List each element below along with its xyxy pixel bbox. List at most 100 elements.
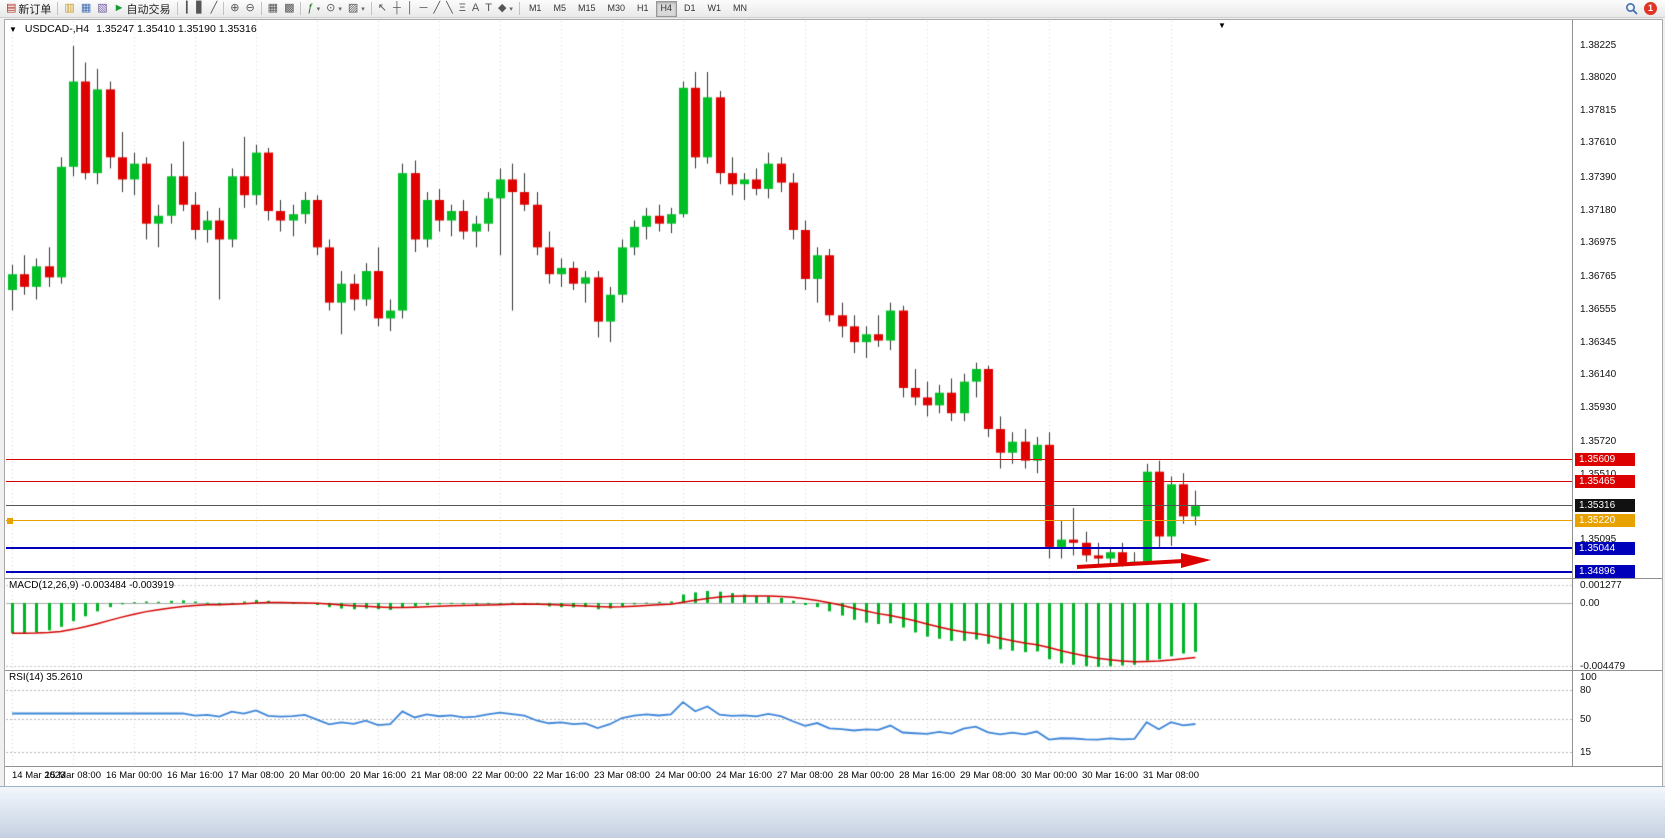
cursor-tool-icon[interactable]: ↖ (375, 1, 390, 16)
line-anchor-marker[interactable] (7, 517, 13, 524)
time-axis-label: 28 Mar 16:00 (899, 770, 955, 781)
price-tick-label: 1.35930 (1580, 402, 1617, 414)
chevron-down-icon[interactable]: ▾ (361, 5, 365, 13)
periods-button[interactable]: ⊙ ▾ (323, 1, 345, 16)
shapes-tool-button-glyph: ◆ (497, 2, 507, 14)
bar-chart-icon[interactable]: ┃ (181, 1, 194, 16)
timeframe-button-d1[interactable]: D1 (684, 2, 696, 13)
text-tool-icon-glyph: A (471, 2, 480, 14)
horizontal-line-1.35609[interactable] (6, 458, 1572, 460)
time-axis-label: 24 Mar 16:00 (716, 770, 772, 781)
charts-icon[interactable]: ▥ (61, 1, 77, 16)
time-axis-label: 20 Mar 00:00 (289, 770, 345, 781)
search-icon[interactable] (1625, 2, 1638, 15)
timeframe-button-mn[interactable]: MN (733, 2, 748, 13)
crosshair-tool-icon[interactable]: ┼ (390, 1, 404, 16)
time-axis-label: 21 Mar 08:00 (411, 770, 467, 781)
new-order-button[interactable]: ▤ 新订单 (3, 1, 54, 16)
time-axis-label: 30 Mar 16:00 (1082, 770, 1138, 781)
market-watch-icon-glyph: ▦ (80, 2, 92, 14)
timeframe-button-m5[interactable]: M5 (553, 2, 566, 13)
timeframe-button-m30[interactable]: M30 (607, 2, 625, 13)
vertical-line-tool-icon-glyph: │ (406, 2, 414, 14)
timeframe-button-m15[interactable]: M15 (577, 2, 596, 13)
charts-icon-glyph: ▥ (64, 2, 75, 14)
chart-shift-marker[interactable]: ▼ (1218, 21, 1226, 30)
chart-window[interactable]: ▼ USDCAD-,H4 1.35247 1.35410 1.35190 1.3… (4, 19, 1663, 788)
chevron-down-icon[interactable]: ▾ (509, 5, 513, 13)
templates-button-glyph: ▨ (347, 2, 359, 14)
price-badge-1.35316: 1.35316 (1575, 498, 1635, 512)
timeframe-button-h1[interactable]: H1 (637, 2, 649, 13)
market-watch-icon[interactable]: ▦ (78, 1, 94, 16)
price-tick-label: 1.35510 (1580, 468, 1617, 480)
price-tick-label: 1.36975 (1580, 237, 1617, 249)
timeframe-button-w1[interactable]: W1 (707, 2, 722, 13)
autotrading-button-label: 自动交易 (126, 3, 171, 16)
macd-canvas[interactable] (6, 579, 1572, 669)
navigator-icon-glyph: ▧ (97, 2, 108, 14)
indicators-button-glyph: ƒ (307, 2, 314, 14)
price-badge-1.35609: 1.35609 (1575, 452, 1635, 466)
main-toolbar: ▤ 新订单 ▥ ▦ ▧ ► 自动交易 ┃ ▋ ╱ ⊕ ⊖ ▦ ▩ ƒ ▾ ⊙ ▾ ▨ ▾ ↖ ┼ │ ─ ╱ ╲ Ξ A T ◆ ▾ M1 M5… (0, 0, 1665, 18)
time-axis-label: 27 Mar 08:00 (777, 770, 833, 781)
pane-splitter-macd[interactable] (5, 578, 1662, 579)
macd-tick-label: 0.001277 (1580, 579, 1622, 591)
one-click-trading-toggle[interactable]: ▼ (9, 24, 17, 34)
zoom-in-icon[interactable]: ⊕ (227, 1, 242, 16)
time-axis-label: 24 Mar 00:00 (655, 770, 711, 781)
channel-tool-icon-glyph: ╲ (446, 2, 453, 14)
vertical-line-tool-icon[interactable]: │ (404, 1, 417, 16)
navigator-icon[interactable]: ▧ (94, 1, 110, 16)
toolbar-separator (260, 2, 262, 15)
macd-tick-label: -0.004479 (1580, 660, 1626, 672)
time-axis-label: 20 Mar 16:00 (350, 770, 406, 781)
price-tick-label: 1.36765 (1580, 270, 1617, 282)
candlestick-chart-icon[interactable]: ▋ (193, 1, 207, 16)
horizontal-line-1.35044[interactable] (6, 547, 1572, 550)
crosshair-tool-icon-glyph: ┼ (393, 2, 401, 14)
autotrading-button[interactable]: ► 自动交易 (111, 1, 174, 16)
chevron-down-icon[interactable]: ▾ (316, 5, 321, 13)
fibonacci-tool-icon-glyph: Ξ (458, 2, 466, 14)
shapes-tool-button[interactable]: ◆ ▾ (495, 1, 516, 16)
rsi-tick-label: 80 (1580, 685, 1592, 696)
horizontal-line-1.35220[interactable] (6, 520, 1572, 522)
pane-splitter-rsi[interactable] (5, 670, 1662, 671)
text-tool-icon[interactable]: A (469, 1, 482, 16)
zoom-out-icon-glyph: ⊖ (245, 2, 255, 14)
horizontal-line-tool-icon-glyph: ─ (419, 2, 428, 14)
timeframe-button-m1[interactable]: M1 (528, 2, 542, 13)
channel-tool-icon[interactable]: ╲ (443, 1, 456, 16)
zoom-out-icon[interactable]: ⊖ (242, 1, 257, 16)
tile-windows-icon[interactable]: ▦ (265, 1, 281, 16)
toolbar-right: 1 (1625, 2, 1665, 15)
zoom-in-icon-glyph: ⊕ (230, 2, 240, 14)
rsi-tick-label: 100 (1580, 672, 1597, 683)
tile-windows-icon-glyph: ▦ (267, 2, 279, 14)
price-badge-1.35044: 1.35044 (1575, 541, 1635, 555)
trendline-tool-icon[interactable]: ╱ (430, 1, 443, 16)
fibonacci-tool-icon[interactable]: Ξ (456, 1, 469, 16)
rsi-label: RSI(14) 35.2610 (9, 672, 83, 683)
label-tool-icon[interactable]: T (482, 1, 495, 16)
time-axis-label: 15 Mar 08:00 (45, 770, 101, 781)
cascade-windows-icon[interactable]: ▩ (281, 1, 297, 16)
rsi-tick-label: 50 (1580, 713, 1592, 725)
timeframe-button-h4[interactable]: H4 (655, 0, 678, 17)
indicators-button[interactable]: ƒ ▾ (304, 1, 323, 16)
time-axis-border (5, 766, 1662, 767)
chevron-down-icon[interactable]: ▾ (338, 5, 342, 13)
horizontal-line-1.34896[interactable] (6, 570, 1572, 573)
line-chart-icon[interactable]: ╱ (208, 1, 221, 16)
trend-arrow[interactable] (1073, 550, 1213, 576)
horizontal-line-tool-icon[interactable]: ─ (417, 1, 431, 16)
rsi-canvas[interactable] (6, 671, 1572, 766)
horizontal-line-1.35465[interactable] (6, 481, 1572, 483)
community-notification-badge[interactable]: 1 (1644, 2, 1657, 15)
price-chart-canvas[interactable] (6, 21, 1572, 578)
templates-button[interactable]: ▨ ▾ (345, 1, 368, 16)
horizontal-line-1.35316[interactable] (6, 504, 1572, 506)
new-order-button-glyph: ▤ (6, 2, 17, 14)
time-axis-label: 28 Mar 00:00 (838, 770, 894, 781)
